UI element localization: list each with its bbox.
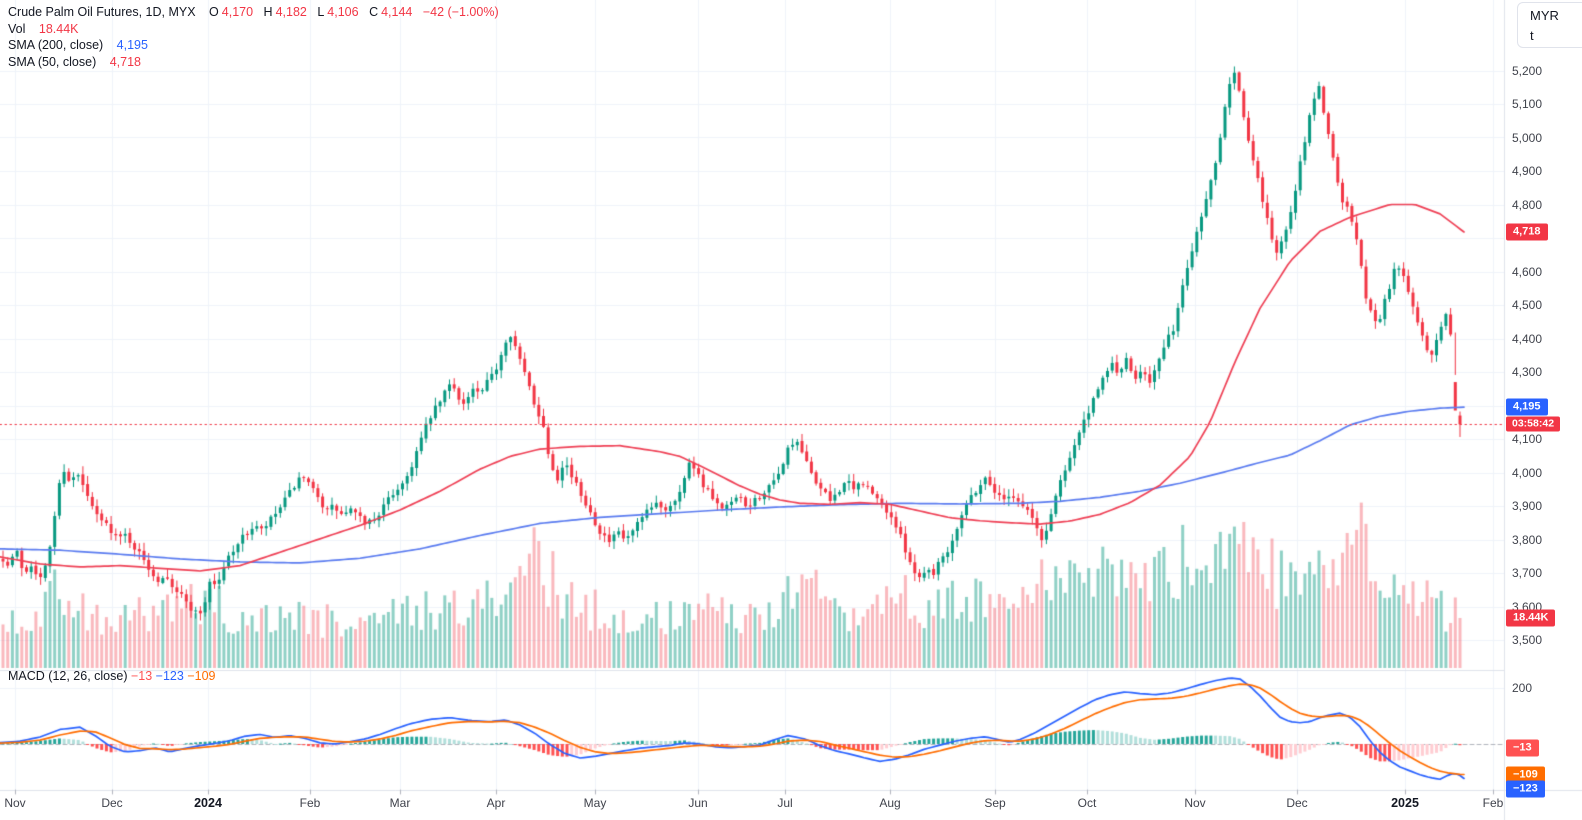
time-tick-label: May (583, 796, 607, 810)
time-tick-label: Aug (879, 796, 901, 810)
ohlc-open: O 4,170 (209, 5, 254, 19)
volume-value-badge: 18.44K (1506, 609, 1556, 627)
time-axis[interactable]: Nov Dec 2024 Feb Mar Apr May Jun Jul Aug Sep Oct Nov… (0, 790, 1582, 820)
sma200-value: 4,195 (116, 38, 148, 52)
price-tick-label: 4,300 (1512, 365, 1543, 379)
ohlc-high: H 4,182 (263, 5, 307, 19)
price-tick-label: 3,700 (1512, 566, 1543, 580)
symbol-legend: Crude Palm Oil Futures, 1D, MYX O 4,170 H… (8, 4, 499, 70)
time-tick-label: Nov (1184, 796, 1206, 810)
time-tick-label: Mar (389, 796, 411, 810)
time-tick-label: Sep (984, 796, 1006, 810)
macd-label[interactable]: MACD (12, 26, close) (8, 669, 128, 683)
countdown-badge: 03:58:42 (1506, 416, 1561, 432)
currency-label[interactable]: MYR (1530, 8, 1559, 23)
ohlc-close: C 4,144 (369, 5, 413, 19)
sma50-label[interactable]: SMA (50, close) (8, 54, 97, 69)
price-tick-label: 4,800 (1512, 197, 1543, 212)
macd-tick-label: 200 (1512, 681, 1533, 695)
sma50-value-badge: 4,718 (1506, 223, 1548, 241)
time-tick-label: Oct (1077, 796, 1097, 810)
symbol-legend-row-main: Crude Palm Oil Futures, 1D, MYX O 4,170 H… (8, 4, 499, 21)
macd-hist-value: −13 (130, 669, 153, 683)
time-tick-label: 2025 (1391, 796, 1419, 810)
time-tick-label: Jun (688, 796, 708, 810)
price-tick-label: 5,200 (1512, 63, 1543, 78)
volume-value: 18.44K (38, 21, 79, 36)
price-tick-label: 4,400 (1512, 331, 1543, 346)
currency-unit-selector[interactable]: MYR t (1517, 2, 1582, 48)
price-axis[interactable]: 3,500 3,600 3,700 3,800 3,900 4,000 4,100 4,300… (1504, 0, 1582, 798)
macd-line-value: −123 (155, 669, 184, 683)
time-tick-label: Feb (299, 796, 321, 810)
time-tick-label: 2024 (194, 796, 222, 810)
time-tick-label: Apr (486, 796, 506, 810)
sma50-value: 4,718 (109, 54, 141, 69)
time-tick-label: Dec (1286, 796, 1308, 810)
price-tick-label: 5,000 (1512, 130, 1543, 145)
macd-signal-value: −109 (187, 669, 216, 683)
price-tick-label: 4,500 (1512, 298, 1543, 312)
macd-line-badge: −123 (1506, 780, 1545, 798)
price-tick-label: 4,100 (1512, 432, 1543, 446)
time-tick-label: Feb (1482, 796, 1504, 810)
sma50-legend-row: SMA (50, close) 4,718 (8, 54, 499, 71)
price-tick-label: 3,800 (1512, 532, 1543, 547)
ohlc-low: L 4,106 (317, 5, 359, 19)
sma200-value-badge: 4,195 (1506, 398, 1548, 416)
volume-legend-row: Vol 18.44K (8, 21, 499, 38)
sma200-label[interactable]: SMA (200, close) (8, 38, 104, 52)
volume-label[interactable]: Vol (8, 21, 26, 36)
price-tick-label: 4,900 (1512, 164, 1543, 178)
macd-signal-badge: −109 (1506, 766, 1545, 784)
price-tick-label: 3,900 (1512, 499, 1543, 513)
price-tick-label: 3,500 (1512, 633, 1543, 647)
change-value: −42 (−1.00%) (422, 5, 499, 19)
macd-legend: MACD (12, 26, close) −13 −123 −109 (8, 668, 215, 685)
symbol-title[interactable]: Crude Palm Oil Futures, 1D, MYX (8, 5, 196, 19)
price-tick-label: 4,000 (1512, 465, 1543, 480)
time-tick-label: Nov (4, 796, 26, 810)
sma200-legend-row: SMA (200, close) 4,195 (8, 37, 499, 54)
price-tick-label: 4,600 (1512, 264, 1543, 279)
unit-label[interactable]: t (1530, 28, 1534, 43)
price-tick-label: 5,100 (1512, 97, 1543, 111)
macd-hist-badge: −13 (1506, 739, 1539, 757)
time-tick-label: Jul (777, 796, 793, 810)
time-tick-label: Dec (101, 796, 123, 810)
